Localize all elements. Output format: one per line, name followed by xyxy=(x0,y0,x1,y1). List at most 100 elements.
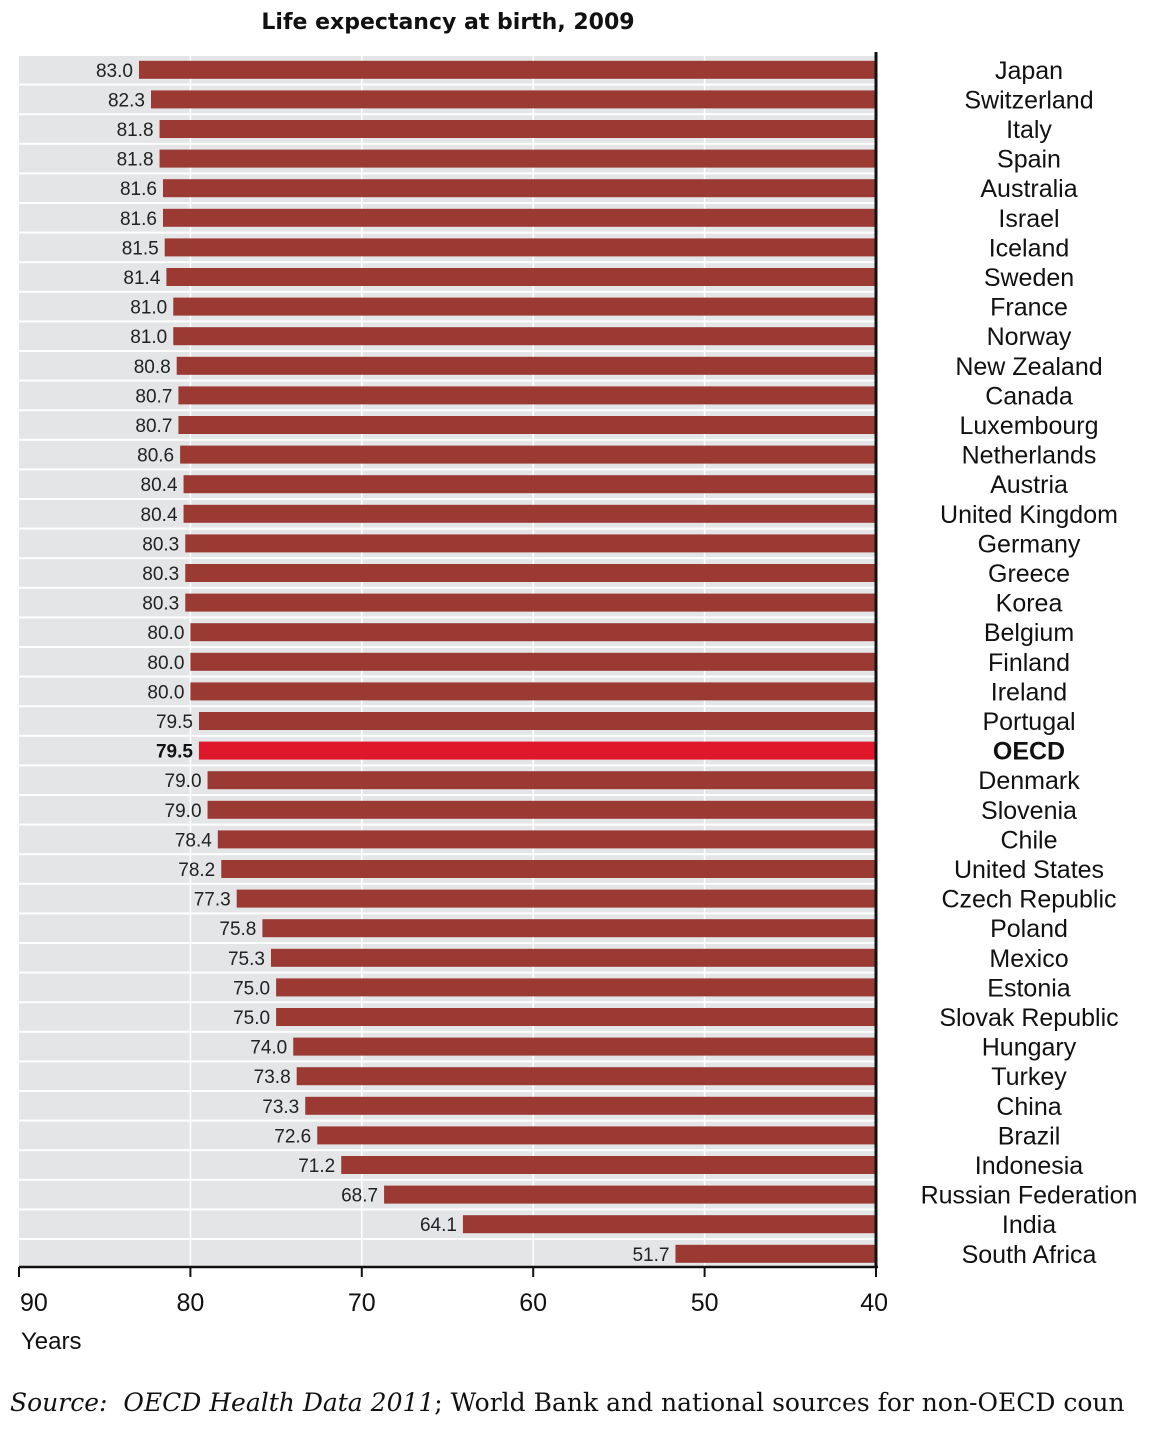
value-label: 82.3 xyxy=(108,90,145,111)
bar xyxy=(164,238,876,257)
category-label: France xyxy=(990,294,1068,322)
category-label: Belgium xyxy=(984,619,1074,647)
bar xyxy=(190,652,876,671)
bar xyxy=(159,149,877,168)
category-label: Denmark xyxy=(978,767,1080,795)
tick-label: 90 xyxy=(20,1289,48,1317)
bar xyxy=(185,593,876,612)
category-label: United Kingdom xyxy=(940,501,1118,529)
value-label: 80.7 xyxy=(135,416,172,437)
bar xyxy=(276,978,877,997)
category-label: Indonesia xyxy=(975,1152,1084,1180)
bar xyxy=(207,800,877,819)
value-label: 71.2 xyxy=(298,1156,335,1177)
category-label: Czech Republic xyxy=(941,886,1116,914)
category-label: Korea xyxy=(996,590,1063,618)
value-label: 80.0 xyxy=(147,682,184,703)
value-label: 81.0 xyxy=(130,298,167,319)
value-label: 75.0 xyxy=(233,1008,270,1029)
bar xyxy=(185,534,876,553)
value-label: 81.6 xyxy=(120,209,157,230)
value-label: 80.7 xyxy=(135,386,172,407)
value-label: 68.7 xyxy=(341,1186,378,1207)
category-label: Hungary xyxy=(982,1034,1077,1062)
value-label: 81.8 xyxy=(117,120,154,141)
category-label: Australia xyxy=(980,175,1077,203)
value-label: 79.0 xyxy=(165,801,202,822)
value-label: 75.3 xyxy=(228,949,265,970)
category-label: Japan xyxy=(995,57,1063,85)
bar xyxy=(176,356,877,375)
bar xyxy=(190,623,876,642)
value-label: 81.4 xyxy=(123,268,160,289)
value-label: 75.8 xyxy=(219,919,256,940)
bar xyxy=(178,386,877,405)
value-label: 80.8 xyxy=(134,357,171,378)
bar xyxy=(162,179,876,198)
category-label: Israel xyxy=(998,205,1059,233)
category-label: Finland xyxy=(988,649,1070,677)
category-label: Greece xyxy=(988,560,1070,588)
bars xyxy=(138,60,877,1263)
value-label: 77.3 xyxy=(194,890,231,911)
category-label: China xyxy=(996,1093,1061,1121)
value-label: 73.3 xyxy=(262,1097,299,1118)
chart-title: Life expectancy at birth, 2009 xyxy=(261,10,634,35)
category-label: Luxembourg xyxy=(960,412,1099,440)
value-label: 73.8 xyxy=(254,1067,291,1088)
bar xyxy=(296,1067,877,1086)
bar xyxy=(221,860,876,878)
value-label: 80.4 xyxy=(141,475,178,496)
bar xyxy=(341,1156,876,1174)
value-label: 79.5 xyxy=(156,742,193,763)
category-label: Ireland xyxy=(991,678,1067,706)
value-label: 78.4 xyxy=(175,830,212,851)
category-label: Netherlands xyxy=(962,442,1097,470)
value-label: 51.7 xyxy=(632,1245,669,1266)
source-note: Source: OECD Health Data 2011; World Ban… xyxy=(10,1388,1156,1417)
category-label: Norway xyxy=(987,323,1072,351)
bar xyxy=(270,948,876,967)
bar xyxy=(138,60,877,79)
bar xyxy=(276,1008,877,1026)
bar xyxy=(173,327,876,346)
category-label: Poland xyxy=(990,915,1068,943)
category-label: Chile xyxy=(1001,826,1058,854)
bar xyxy=(162,208,876,227)
life-expectancy-chart: Life expectancy at birth, 2009 83.082.38… xyxy=(18,10,1138,1355)
bar xyxy=(217,830,877,849)
bar xyxy=(185,564,876,582)
x-axis-label: Years xyxy=(21,1328,82,1355)
bar xyxy=(183,504,876,523)
bar xyxy=(190,682,876,701)
category-label: Brazil xyxy=(998,1122,1061,1150)
value-label: 80.3 xyxy=(142,594,179,615)
bar xyxy=(675,1244,876,1263)
category-label: Italy xyxy=(1006,116,1052,144)
bar xyxy=(183,475,876,494)
bar xyxy=(293,1037,876,1056)
source-rest: ; World Bank and national sources for no… xyxy=(434,1388,1125,1417)
category-label: New Zealand xyxy=(955,353,1102,381)
bar xyxy=(207,771,877,790)
bar-oecd-average xyxy=(198,741,877,760)
bar xyxy=(198,712,877,730)
category-label: United States xyxy=(954,856,1104,884)
value-label: 80.6 xyxy=(137,446,174,467)
category-labels: JapanSwitzerlandItalySpainAustraliaIsrae… xyxy=(921,57,1138,1269)
category-label: Spain xyxy=(997,146,1061,174)
value-label: 78.2 xyxy=(178,860,215,881)
bar xyxy=(159,120,877,138)
category-label: South Africa xyxy=(962,1241,1097,1269)
bar xyxy=(180,445,877,464)
bar xyxy=(178,416,877,434)
value-label: 72.6 xyxy=(274,1126,311,1147)
bar xyxy=(236,889,877,908)
tick-label: 70 xyxy=(348,1289,376,1317)
value-label: 80.4 xyxy=(141,505,178,526)
category-label: Sweden xyxy=(984,264,1074,292)
category-label: Canada xyxy=(985,382,1073,410)
source-label: Source: xyxy=(10,1388,108,1417)
tick-label: 80 xyxy=(176,1289,204,1317)
value-label: 81.5 xyxy=(122,238,159,259)
